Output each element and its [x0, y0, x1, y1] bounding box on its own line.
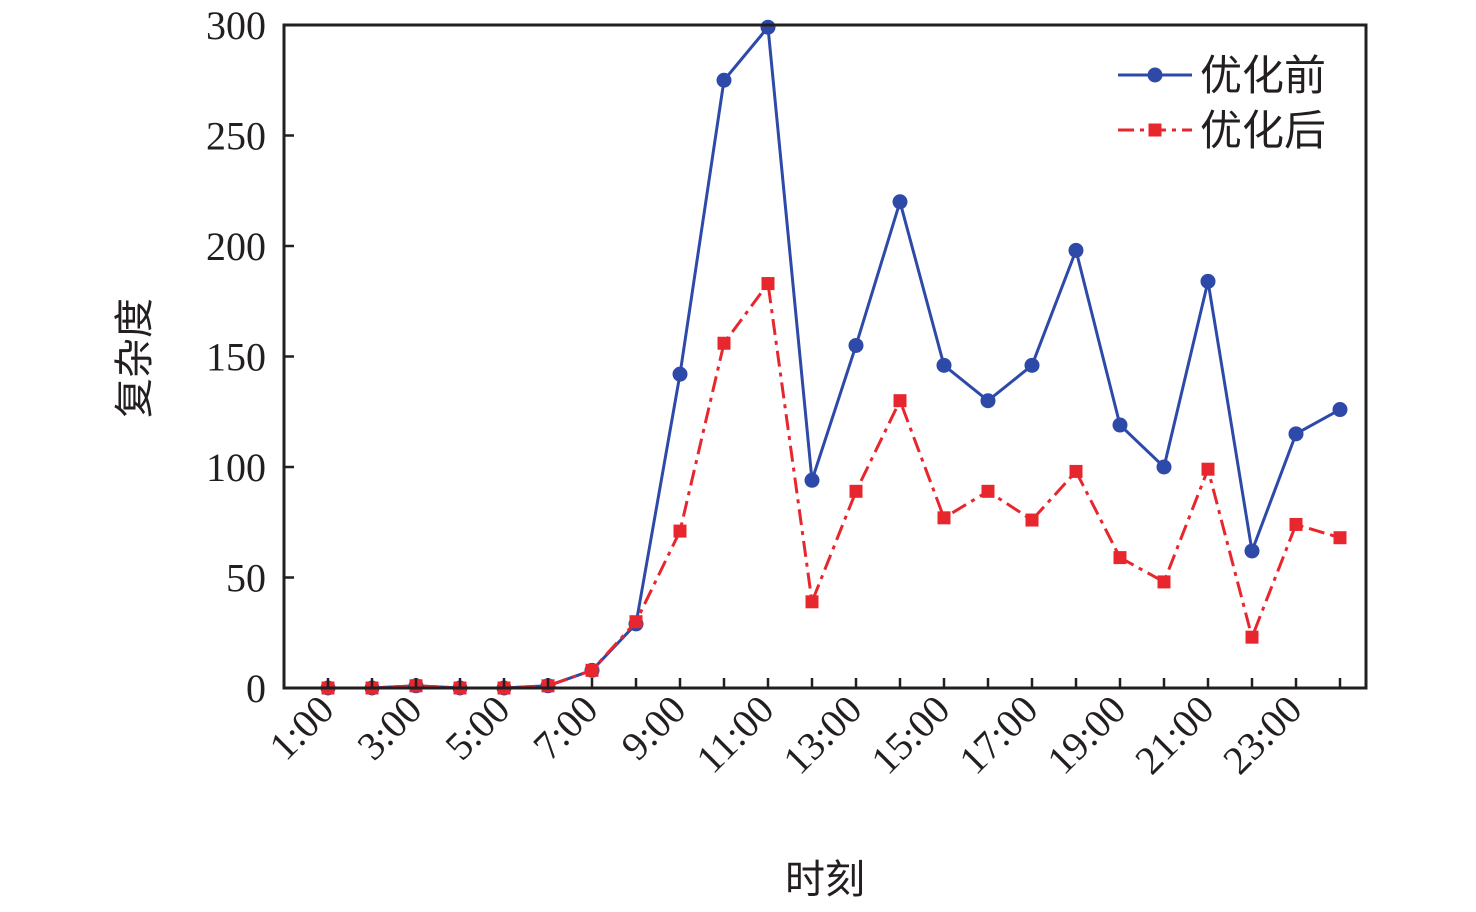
x-tick-label: 7:00: [524, 687, 606, 769]
data-point-circle: [804, 472, 820, 488]
data-point-circle: [1332, 402, 1348, 418]
data-point-circle: [848, 337, 864, 353]
series-line-2: [328, 282, 1341, 690]
x-tick-label: 9:00: [612, 687, 694, 769]
x-tick-label: 3:00: [348, 687, 430, 769]
x-axis-title: 时刻: [785, 857, 865, 903]
y-tick-label: 300: [206, 3, 266, 48]
y-axis-title: 复杂度: [112, 298, 158, 418]
y-tick-label: 200: [206, 224, 266, 269]
data-point-square: [1025, 513, 1039, 527]
data-point-circle: [980, 393, 996, 409]
x-tick-label: 19:00: [1038, 687, 1134, 783]
data-point-circle: [1024, 357, 1040, 373]
y-tick-label: 100: [206, 445, 266, 490]
data-point-square: [981, 484, 995, 498]
y-tick-label: 250: [206, 114, 266, 159]
data-point-square: [805, 595, 819, 609]
x-tick-label: 13:00: [774, 687, 870, 783]
x-tick-label: 17:00: [950, 687, 1046, 783]
data-point-circle: [1156, 459, 1172, 475]
data-point-circle: [1112, 417, 1128, 433]
data-point-square: [937, 511, 951, 525]
data-point-square: [893, 394, 907, 408]
data-point-square: [717, 336, 731, 350]
y-tick-label: 150: [206, 335, 266, 380]
legend-label-2: 优化后: [1200, 106, 1326, 155]
x-tick-label: 21:00: [1126, 687, 1222, 783]
x-tick-label: 1:00: [260, 687, 342, 769]
data-point-circle: [1288, 426, 1304, 442]
data-point-circle: [716, 72, 732, 88]
legend-marker-circle: [1147, 67, 1163, 83]
data-point-circle: [760, 19, 776, 35]
data-point-circle: [936, 357, 952, 373]
data-point-square: [761, 277, 775, 291]
data-point-circle: [1244, 543, 1260, 559]
data-point-square: [1157, 575, 1171, 589]
series-layer: [320, 19, 1348, 696]
legend-label-1: 优化前: [1200, 51, 1326, 100]
y-tick-label: 50: [226, 556, 266, 601]
data-point-square: [1333, 531, 1347, 545]
y-tick-label: 0: [246, 666, 266, 711]
data-point-circle: [892, 194, 908, 210]
x-tick-label: 23:00: [1214, 687, 1310, 783]
data-point-square: [849, 484, 863, 498]
data-point-circle: [1068, 242, 1084, 258]
legend-marker-square: [1148, 123, 1162, 137]
data-point-square: [629, 615, 643, 629]
x-tick-label: 15:00: [862, 687, 958, 783]
data-point-square: [1069, 464, 1083, 478]
data-point-circle: [672, 366, 688, 382]
data-point-circle: [1200, 273, 1216, 289]
axis-layer: 0 50 100 150 200 250 300 1:00 3:00 5:00 7:00 9:0011…: [206, 3, 1342, 783]
data-point-square: [585, 663, 599, 677]
data-point-square: [1113, 551, 1127, 565]
data-point-square: [1245, 630, 1259, 644]
data-point-square: [673, 524, 687, 538]
x-tick-label: 11:00: [687, 687, 782, 782]
data-point-square: [1201, 462, 1215, 476]
data-point-square: [1289, 517, 1303, 531]
x-tick-label: 5:00: [436, 687, 518, 769]
series-line-1: [328, 25, 1341, 690]
